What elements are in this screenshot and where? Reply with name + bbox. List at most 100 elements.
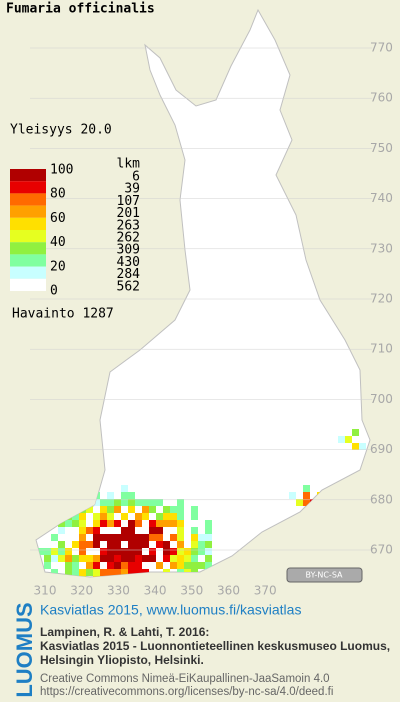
map-cell	[128, 569, 135, 576]
map-cell	[205, 541, 212, 548]
map-cell	[79, 527, 86, 534]
legend-count: 309	[117, 243, 140, 258]
map-cell	[191, 541, 198, 548]
map-cell	[128, 499, 135, 506]
map-cell	[177, 520, 184, 527]
map-cell	[44, 555, 51, 562]
map-cell	[58, 527, 65, 534]
map-cell	[177, 506, 184, 513]
legend-scale-label: 100	[50, 163, 73, 178]
map-cell	[86, 541, 93, 548]
map-cell	[135, 541, 142, 548]
map-cell	[93, 513, 100, 520]
map-cell	[142, 506, 149, 513]
map-cell	[205, 562, 212, 569]
map-cell	[65, 569, 72, 576]
map-cell	[156, 562, 163, 569]
observation: Havainto 1287	[12, 307, 114, 322]
map-cell	[107, 548, 114, 555]
map-cell	[93, 527, 100, 534]
x-axis-label: 340	[144, 584, 167, 598]
x-axis-label: 320	[70, 584, 93, 598]
map-cell	[163, 541, 170, 548]
map-cell	[121, 548, 128, 555]
map-cell	[135, 534, 142, 541]
map-cell	[100, 569, 107, 576]
map-cell	[184, 548, 191, 555]
map-cell	[135, 548, 142, 555]
x-axis-label: 310	[34, 584, 57, 598]
map-cell	[170, 506, 177, 513]
map-cell	[191, 555, 198, 562]
map-cell	[121, 499, 128, 506]
map-cell	[107, 534, 114, 541]
map-cell	[289, 492, 296, 499]
map-cell	[93, 520, 100, 527]
map-cell	[128, 534, 135, 541]
legend-scale-label: 80	[50, 187, 66, 202]
map-cell	[72, 569, 79, 576]
map-cell	[121, 534, 128, 541]
map-cell	[58, 541, 65, 548]
map-cell	[135, 499, 142, 506]
legend-count: 262	[117, 231, 140, 246]
title: Fumaria officinalis	[6, 2, 155, 17]
map-cell	[170, 520, 177, 527]
map-cell	[121, 485, 128, 492]
map-cell	[177, 548, 184, 555]
map-cell	[142, 513, 149, 520]
map-cell	[205, 527, 212, 534]
map-cell	[205, 548, 212, 555]
map-cell	[198, 562, 205, 569]
map-cell	[65, 555, 72, 562]
citation: Lampinen, R. & Lahti, T. 2016:	[40, 625, 209, 639]
map-cell	[114, 541, 121, 548]
map-cell	[107, 520, 114, 527]
map-cell	[128, 541, 135, 548]
map-cell	[198, 548, 205, 555]
map-cell	[205, 534, 212, 541]
map-cell	[128, 555, 135, 562]
logo: LUOMUS	[12, 602, 37, 697]
map-cell	[100, 499, 107, 506]
map-cell	[72, 520, 79, 527]
map-cell	[65, 548, 72, 555]
map-cell	[72, 555, 79, 562]
map-cell	[156, 527, 163, 534]
license-badge-text: BY-NC-SA	[305, 571, 343, 580]
map-cell	[100, 520, 107, 527]
map-cell	[128, 562, 135, 569]
y-axis-label: 750	[370, 141, 393, 155]
map-cell	[100, 506, 107, 513]
map-cell	[128, 548, 135, 555]
map-cell	[170, 548, 177, 555]
map-cell	[79, 541, 86, 548]
headline: Kasviatlas 2015, www.luomus.fi/kasviatla…	[40, 602, 301, 618]
map-cell	[142, 534, 149, 541]
map-cell	[86, 562, 93, 569]
legend-count: 107	[117, 194, 140, 209]
map-cell	[107, 499, 114, 506]
y-axis-label: 700	[370, 392, 393, 406]
map-cell	[86, 569, 93, 576]
legend-scale-label: 0	[50, 284, 58, 299]
map-cell	[359, 443, 366, 450]
y-axis-label: 680	[370, 492, 393, 506]
map-cell	[191, 562, 198, 569]
map-cell	[135, 520, 142, 527]
map-cell	[191, 548, 198, 555]
map-cell	[352, 443, 359, 450]
map-cell	[142, 499, 149, 506]
map-cell	[114, 534, 121, 541]
map-cell	[303, 499, 310, 506]
x-axis-label: 370	[254, 584, 277, 598]
map-cell	[177, 499, 184, 506]
map-cell	[79, 520, 86, 527]
map-cell	[149, 555, 156, 562]
legend-swatch	[10, 169, 46, 182]
legend-count: 562	[117, 279, 140, 294]
map-cell	[58, 520, 65, 527]
map-cell	[65, 562, 72, 569]
map-cell	[135, 569, 142, 576]
